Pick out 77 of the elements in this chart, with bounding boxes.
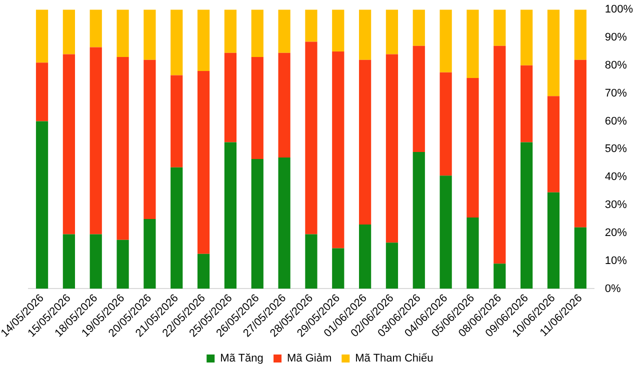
bar <box>90 47 102 234</box>
bar <box>520 65 533 142</box>
bar <box>224 10 237 53</box>
bar <box>251 158 264 289</box>
bar <box>116 57 129 240</box>
bar <box>144 60 156 219</box>
bar <box>574 227 586 289</box>
bar <box>332 248 344 289</box>
bar <box>251 10 264 58</box>
bar <box>547 96 560 192</box>
bar <box>412 10 425 46</box>
bar <box>412 46 425 152</box>
bar <box>440 10 452 72</box>
bar <box>494 264 506 289</box>
bar <box>466 78 479 218</box>
bar <box>574 60 586 228</box>
bar <box>466 218 479 289</box>
y-tick-label: 0% <box>604 282 621 295</box>
bar <box>440 176 452 289</box>
bar <box>278 158 290 289</box>
bar <box>494 10 506 46</box>
legend-label: Mã Tham Chiếu <box>355 352 434 365</box>
bar <box>547 10 560 96</box>
y-tick-label: 50% <box>604 143 628 156</box>
bar <box>90 234 102 289</box>
bar <box>90 10 102 48</box>
bar <box>116 240 129 289</box>
y-tick-label: 30% <box>604 199 628 212</box>
bar <box>358 224 372 289</box>
y-tick-label: 100% <box>604 4 634 16</box>
bar <box>386 242 398 289</box>
bar <box>116 10 129 58</box>
bar <box>36 121 48 289</box>
y-tick-label: 70% <box>604 87 628 100</box>
legend-label: Mã Giảm <box>287 352 332 365</box>
bar <box>466 10 479 78</box>
bar <box>412 152 425 289</box>
bar <box>144 218 156 289</box>
bar <box>170 75 183 168</box>
bar <box>520 10 533 66</box>
bar <box>520 142 533 289</box>
bar <box>386 54 398 243</box>
bar <box>36 10 48 63</box>
bar <box>305 42 318 234</box>
bar <box>36 62 48 122</box>
bar <box>170 167 183 289</box>
bar <box>197 254 210 289</box>
bar <box>358 10 372 60</box>
y-tick-label: 60% <box>604 115 628 128</box>
bar <box>332 10 344 52</box>
bar <box>62 234 75 289</box>
bar <box>197 71 210 254</box>
bar <box>386 10 398 54</box>
y-tick-label: 20% <box>604 226 628 239</box>
bar <box>305 10 318 42</box>
bar <box>170 10 183 76</box>
y-tick-label: 40% <box>604 171 628 184</box>
bar <box>62 54 75 234</box>
legend-label: Mã Tăng <box>220 352 264 365</box>
bar <box>278 52 290 158</box>
bar <box>547 192 560 289</box>
bar <box>440 72 452 176</box>
bar <box>224 52 237 142</box>
bar <box>574 10 586 60</box>
y-tick-label: 10% <box>604 254 628 267</box>
bar <box>305 234 318 289</box>
bar <box>251 57 264 159</box>
bar <box>224 142 237 289</box>
y-tick-label: 80% <box>604 59 628 72</box>
bar <box>332 51 344 248</box>
bar <box>144 10 156 60</box>
bar <box>358 60 372 225</box>
bar <box>278 10 290 53</box>
bar <box>494 46 506 264</box>
bar <box>62 10 75 54</box>
y-tick-label: 90% <box>604 32 628 44</box>
bar <box>197 10 210 72</box>
